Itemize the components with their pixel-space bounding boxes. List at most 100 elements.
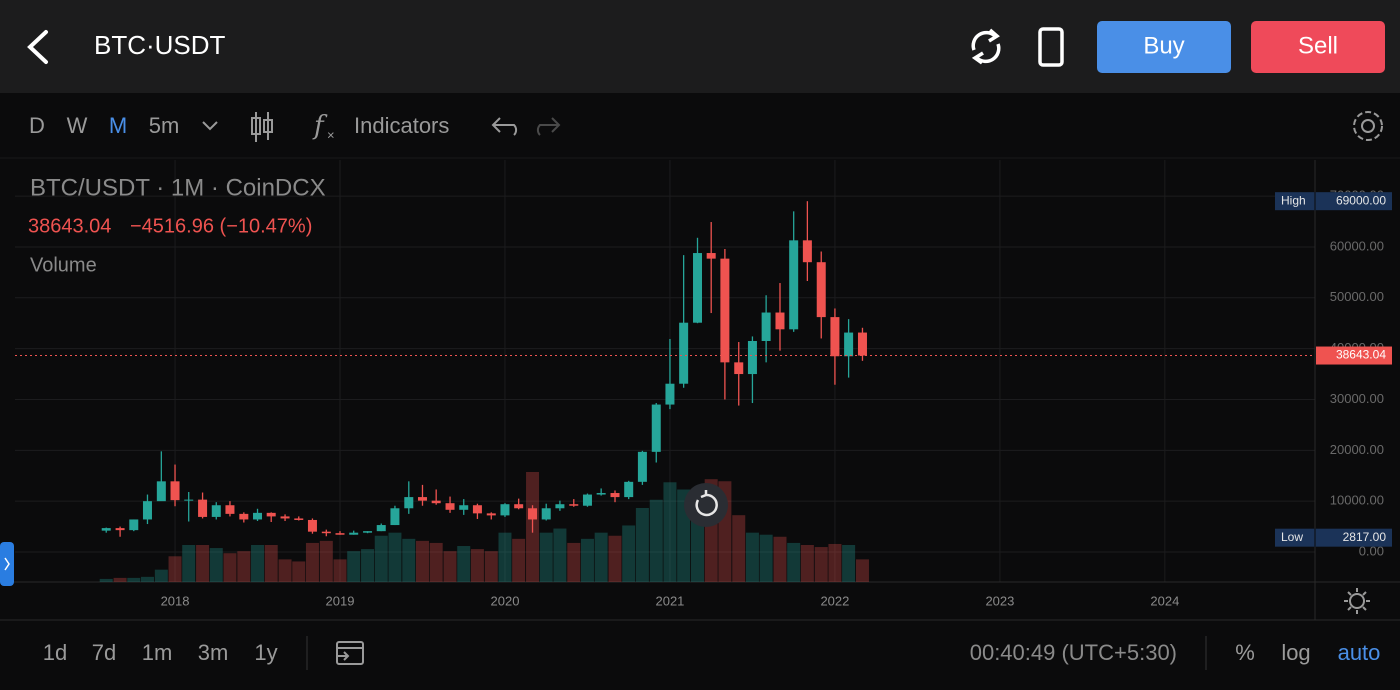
marker-value: 69000.00: [1336, 193, 1386, 207]
range-button[interactable]: 7d: [92, 640, 116, 665]
candle-body: [239, 513, 249, 520]
volume-bar: [787, 542, 801, 582]
volume-bar: [622, 525, 636, 582]
volume-bar: [635, 507, 649, 582]
fx-icon-sub: ×: [327, 127, 335, 142]
candle-body: [115, 528, 125, 531]
volume-bar: [168, 556, 182, 582]
candle-body: [789, 240, 799, 330]
interval-button[interactable]: M: [109, 113, 127, 138]
candle-body: [651, 404, 661, 452]
candle-body: [747, 341, 757, 375]
candle-body: [802, 240, 812, 263]
redo-icon[interactable]: [536, 117, 561, 136]
volume-bar: [182, 544, 196, 582]
buy-button[interactable]: [1097, 21, 1231, 73]
volume-bar: [498, 532, 512, 582]
candle-body: [624, 481, 634, 498]
candle-body: [761, 312, 771, 342]
device-icon[interactable]: [1038, 27, 1064, 67]
candle-body: [596, 493, 606, 495]
chart-type-icon[interactable]: [251, 112, 273, 142]
volume-bar: [828, 543, 842, 582]
calendar-icon[interactable]: [336, 641, 364, 665]
volume-bar: [842, 544, 856, 582]
candle-body: [857, 332, 867, 356]
plot-area: [0, 160, 1400, 620]
replay-icon: [695, 490, 718, 517]
undo-icon[interactable]: [491, 117, 518, 136]
y-tick-label: 50000.00: [1330, 289, 1384, 304]
range-button[interactable]: 3m: [198, 640, 229, 665]
volume-label: Volume: [30, 254, 97, 276]
sell-button[interactable]: [1251, 21, 1385, 73]
series-title: BTC/USDT · 1M · CoinDCX: [30, 174, 326, 201]
volume-bar: [402, 538, 416, 582]
indicators-button[interactable]: Indicators: [354, 113, 449, 138]
candle-body: [679, 322, 689, 384]
candle-body: [253, 512, 263, 520]
volume-bar: [745, 532, 759, 582]
interval-button[interactable]: W: [67, 113, 88, 138]
volume-bar: [567, 542, 581, 582]
candle-body: [431, 500, 441, 504]
candle-body: [582, 494, 592, 506]
buy-label: Buy: [1143, 32, 1184, 59]
fx-icon[interactable]: f: [312, 111, 328, 141]
clock: 00:40:49 (UTC+5:30): [970, 640, 1177, 665]
y-tick-label: 30000.00: [1330, 391, 1384, 406]
x-tick-label: 2023: [985, 593, 1014, 608]
candle-body: [665, 383, 675, 405]
range-group: 1d 7d 1m 3m 1y: [43, 640, 278, 665]
candle-body: [528, 508, 538, 520]
dropdown-icon[interactable]: [202, 121, 218, 131]
candle-body: [335, 533, 345, 535]
y-tick-label: 0.00: [1359, 543, 1384, 558]
volume-bar: [333, 559, 347, 582]
volume-bar: [347, 551, 361, 582]
range-button[interactable]: 1d: [43, 640, 67, 665]
replay-button[interactable]: [684, 483, 728, 527]
candle-body: [693, 253, 702, 323]
volume-bar: [663, 482, 677, 582]
volume-bar: [649, 499, 663, 582]
volume-bar: [374, 535, 388, 582]
volume-bar: [470, 549, 484, 582]
candle-body: [321, 531, 331, 534]
marker-name: Low: [1281, 530, 1303, 544]
back-button[interactable]: [27, 30, 48, 64]
x-tick-label: 2021: [655, 593, 684, 608]
theme-icon[interactable]: [1344, 588, 1370, 614]
range-button[interactable]: 1m: [142, 640, 173, 665]
volume-bar: [251, 544, 265, 582]
side-handle[interactable]: [0, 542, 14, 586]
volume-bar: [773, 536, 787, 582]
last-price-box: [1316, 346, 1392, 365]
candle-body: [142, 501, 152, 520]
volume-bar: [223, 553, 237, 582]
option-button[interactable]: log: [1281, 640, 1310, 665]
volume-bar: [264, 544, 278, 582]
candle-body: [459, 505, 469, 510]
interval-button[interactable]: 5m: [149, 113, 180, 138]
candle-body: [472, 505, 482, 514]
option-group: % log auto: [1235, 640, 1380, 665]
candle-body: [734, 362, 744, 375]
option-button[interactable]: %: [1235, 640, 1255, 665]
candle-body: [376, 525, 386, 532]
volume-bar: [209, 548, 223, 582]
settings-icon[interactable]: [1353, 111, 1383, 141]
y-tick-label: 60000.00: [1330, 238, 1384, 253]
candle-body: [198, 499, 208, 517]
volume-bar: [196, 544, 210, 582]
interval-button[interactable]: D: [29, 113, 45, 138]
refresh-icon[interactable]: [971, 28, 1001, 65]
candle-body: [294, 518, 304, 520]
volume-bar: [732, 515, 746, 582]
option-button[interactable]: auto: [1338, 640, 1381, 665]
x-tick-label: 2019: [326, 593, 355, 608]
volume-bar: [127, 577, 141, 582]
range-button[interactable]: 1y: [254, 640, 277, 665]
